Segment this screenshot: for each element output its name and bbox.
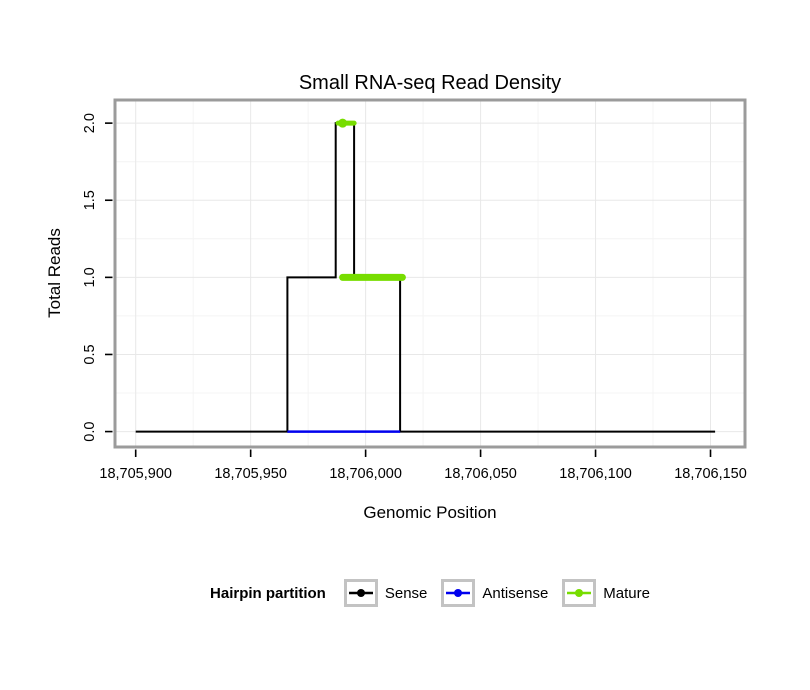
- chart-title: Small RNA-seq Read Density: [298, 72, 562, 94]
- y-tick-label: 0.5: [82, 344, 98, 364]
- panel-border: [113, 98, 747, 449]
- legend-item-sense: Sense: [343, 579, 428, 607]
- legend-label-mature: Mature: [603, 584, 650, 602]
- legend-item-mature: Mature: [562, 579, 650, 607]
- legend: Hairpin partition Sense Antisense: [25, 575, 810, 611]
- x-tick-label: 18,705,900: [99, 466, 172, 482]
- mature-point: [338, 118, 348, 128]
- legend-item-antisense: Antisense: [441, 579, 548, 607]
- antisense-key-icon: [441, 579, 476, 607]
- x-tick-label: 18,706,000: [329, 466, 402, 482]
- x-tick-label: 18,706,150: [674, 466, 747, 482]
- mature-key-icon: [562, 579, 597, 607]
- legend-title: Hairpin partition: [210, 584, 326, 602]
- plot-panel: [115, 100, 745, 447]
- x-axis-label: Genomic Position: [363, 503, 497, 522]
- y-tick-label: 1.5: [82, 190, 98, 210]
- y-tick-label: 2.0: [82, 113, 98, 133]
- y-tick-label: 0.0: [82, 422, 98, 442]
- x-tick-label: 18,706,050: [444, 466, 517, 482]
- sense-key-icon: [343, 579, 378, 607]
- y-axis-label: Total Reads: [45, 228, 64, 318]
- x-tick-label: 18,705,950: [214, 466, 287, 482]
- legend-label-sense: Sense: [384, 584, 428, 602]
- x-tick-label: 18,706,100: [559, 466, 632, 482]
- legend-label-antisense: Antisense: [482, 584, 549, 602]
- y-tick-label: 1.0: [82, 267, 98, 287]
